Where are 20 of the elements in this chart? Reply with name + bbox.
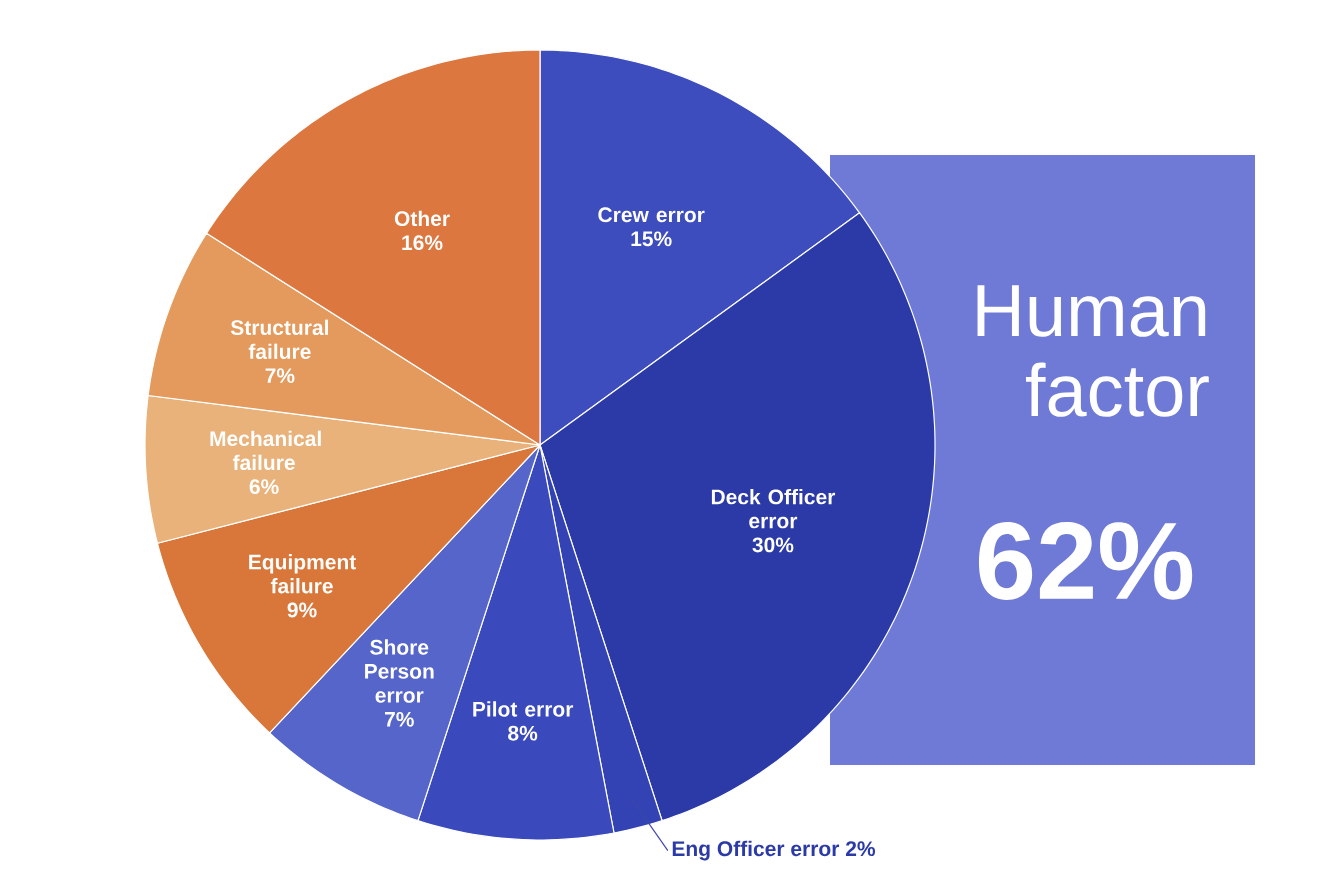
slice-label: Deck Officer error	[711, 488, 836, 529]
slice-label: Other	[394, 210, 450, 227]
data-label: 7%	[265, 368, 295, 384]
data-label: 6%	[249, 479, 279, 495]
data-label: 9%	[287, 602, 317, 618]
text: 62%	[978, 522, 1193, 600]
slice-label: Crew error	[598, 207, 705, 223]
slice-label: Eng Officer error	[672, 840, 840, 861]
data-label: 8%	[508, 725, 538, 741]
data-label: 7%	[385, 711, 414, 727]
text: Human factor	[977, 285, 1209, 417]
slice-label: Equipment failure	[249, 554, 357, 594]
data-label: 16%	[402, 235, 443, 251]
data-label: 15%	[631, 231, 672, 247]
slice-label: Pilot error	[473, 701, 574, 717]
slice-label: Shore Person error	[365, 639, 434, 703]
data-label: 30%	[752, 537, 794, 553]
slice-label: Mechanical failure	[210, 430, 321, 471]
data-label: 2%	[845, 841, 876, 857]
slice-label: Structural failure	[230, 319, 328, 360]
